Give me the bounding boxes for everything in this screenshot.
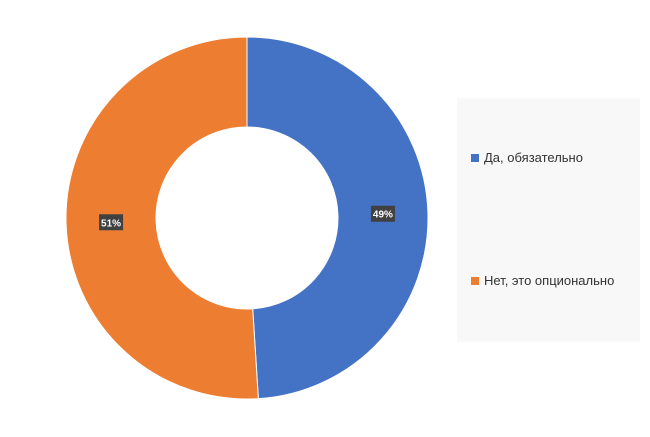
- donut-slice-1: [65, 36, 259, 400]
- legend-label-yes: Да, обязательно: [484, 150, 583, 165]
- legend-item-yes: Да, обязательно: [471, 150, 583, 165]
- data-label-box: [99, 214, 124, 231]
- donut-slice-0: [246, 36, 429, 400]
- legend-swatch-yes: [471, 153, 479, 162]
- data-label-text: 51%: [101, 218, 121, 229]
- data-label-1: 51%: [99, 214, 124, 231]
- data-label-box: [370, 205, 395, 222]
- legend-label-no: Нет, это опционально: [484, 273, 615, 288]
- data-label-0: 49%: [370, 205, 395, 222]
- legend-swatch-no: [471, 276, 479, 285]
- legend-item-no: Нет, это опционально: [471, 273, 614, 288]
- data-label-text: 49%: [373, 210, 393, 221]
- legend: Да, обязательно Нет, это опционально: [457, 98, 640, 342]
